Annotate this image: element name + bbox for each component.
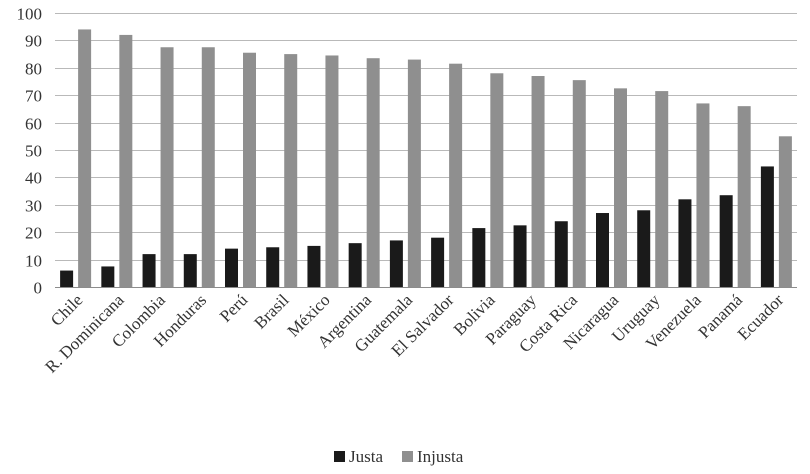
bar-injusta-16 xyxy=(737,106,751,287)
bar-justa-14 xyxy=(637,210,651,287)
y-axis-tick-labels: 0 10 20 30 40 50 60 70 80 90 100 xyxy=(17,5,43,298)
bar-injusta-3 xyxy=(201,47,215,287)
bar-justa-1 xyxy=(101,266,115,287)
legend-swatch-injusta xyxy=(402,451,413,462)
legend-label: Justa xyxy=(349,447,383,466)
bar-justa-11 xyxy=(513,225,527,287)
y-tick-label: 20 xyxy=(25,224,42,243)
bar-justa-9 xyxy=(431,237,445,287)
bar-injusta-6 xyxy=(325,55,339,287)
y-tick-label: 90 xyxy=(25,32,42,51)
y-tick-label: 50 xyxy=(25,142,42,161)
bar-injusta-17 xyxy=(778,136,792,287)
bar-justa-3 xyxy=(183,254,197,287)
y-tick-label: 30 xyxy=(25,197,42,216)
bar-injusta-9 xyxy=(449,63,463,287)
y-tick-label: 0 xyxy=(34,279,43,298)
bar-injusta-15 xyxy=(696,103,710,287)
gridlines xyxy=(55,13,797,261)
y-tick-label: 40 xyxy=(25,169,42,188)
legend: Justa Injusta xyxy=(334,447,464,466)
category-label: Ecuador xyxy=(734,290,788,344)
bar-injusta-10 xyxy=(490,73,504,287)
bar-justa-5 xyxy=(266,247,280,287)
y-tick-label: 60 xyxy=(25,115,42,134)
bar-justa-2 xyxy=(142,254,156,287)
bar-injusta-2 xyxy=(160,47,174,287)
bar-justa-6 xyxy=(307,245,321,287)
bar-injusta-13 xyxy=(614,88,627,287)
bar-injusta-12 xyxy=(572,80,586,287)
bar-justa-16 xyxy=(719,195,733,287)
bar-justa-0 xyxy=(60,270,74,287)
bar-justa-7 xyxy=(348,243,362,287)
bar-justa-10 xyxy=(472,228,486,287)
y-tick-label: 10 xyxy=(25,252,42,271)
bar-justa-17 xyxy=(760,166,774,287)
legend-label: Injusta xyxy=(417,447,464,466)
y-tick-label: 80 xyxy=(25,60,42,79)
bar-justa-8 xyxy=(389,240,403,287)
bar-justa-13 xyxy=(596,213,609,287)
bar-injusta-1 xyxy=(119,34,133,287)
bar-justa-12 xyxy=(554,221,568,287)
y-tick-label: 100 xyxy=(17,5,43,24)
category-label: Perú xyxy=(216,290,252,326)
bar-injusta-11 xyxy=(531,76,545,288)
bar-injusta-0 xyxy=(78,29,92,287)
bar-injusta-5 xyxy=(284,54,298,287)
legend-swatch-justa xyxy=(334,451,345,462)
bar-justa-4 xyxy=(225,248,238,287)
bar-injusta-4 xyxy=(243,52,256,288)
bars xyxy=(60,29,792,288)
bar-injusta-8 xyxy=(407,59,421,287)
bar-justa-15 xyxy=(678,199,692,287)
bar-injusta-7 xyxy=(366,58,380,288)
bar-injusta-14 xyxy=(655,91,669,287)
y-tick-label: 70 xyxy=(25,87,42,106)
